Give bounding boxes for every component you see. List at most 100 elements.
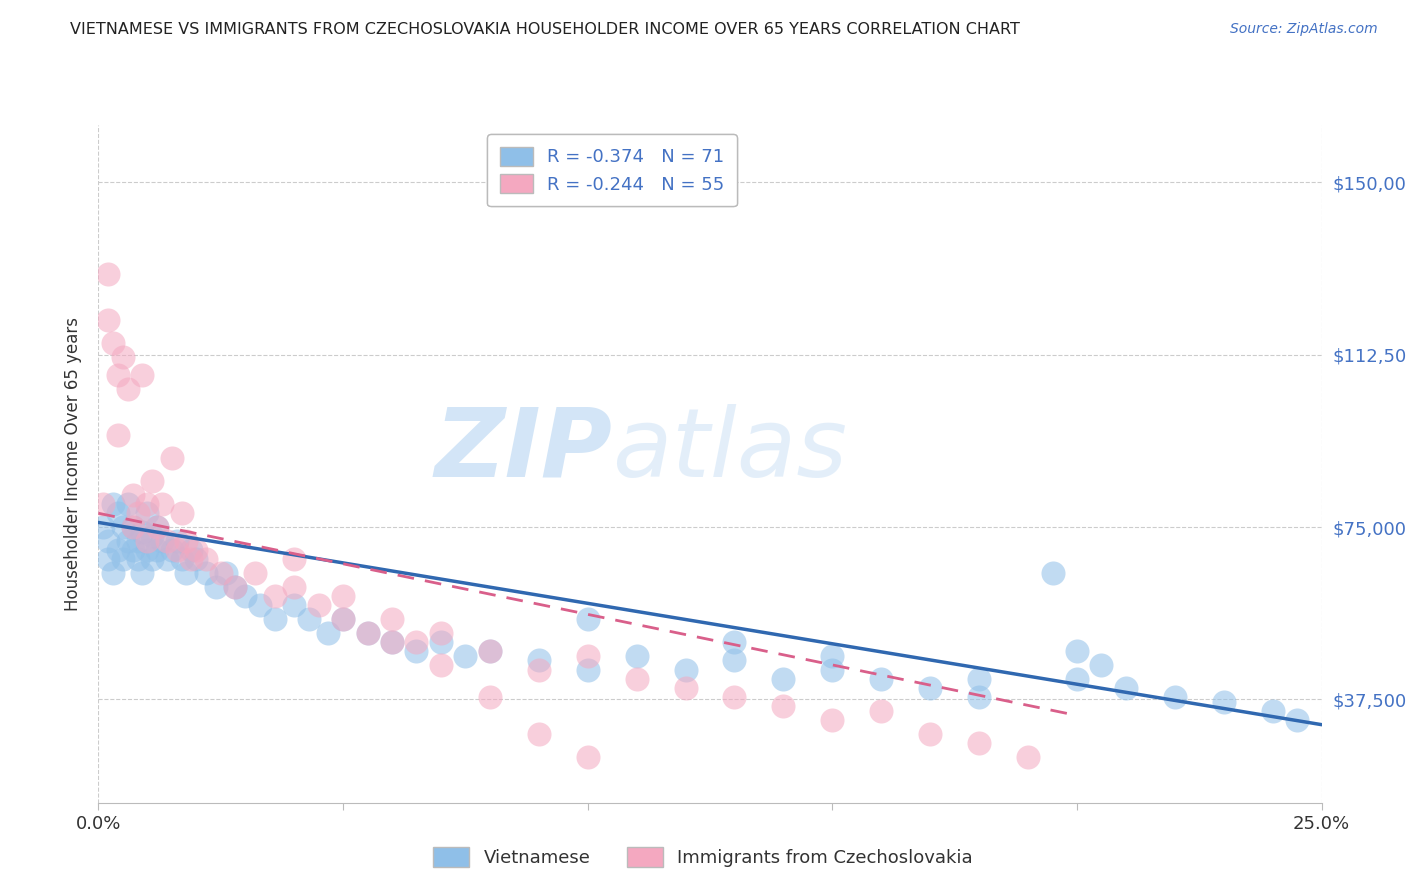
- Point: [626, 672, 648, 686]
- Point: [283, 552, 305, 566]
- Point: [176, 533, 198, 548]
- Point: [186, 543, 208, 558]
- Point: [381, 612, 404, 626]
- Point: [186, 552, 208, 566]
- Point: [527, 727, 550, 741]
- Point: [101, 497, 124, 511]
- Point: [821, 663, 844, 677]
- Point: [146, 543, 169, 558]
- Point: [967, 736, 990, 750]
- Point: [170, 552, 193, 566]
- Point: [967, 690, 990, 704]
- Point: [170, 506, 193, 520]
- Point: [1066, 644, 1088, 658]
- Point: [576, 648, 599, 663]
- Point: [91, 520, 114, 534]
- Point: [332, 612, 354, 626]
- Point: [180, 552, 202, 566]
- Point: [675, 663, 697, 677]
- Point: [91, 497, 114, 511]
- Point: [205, 580, 228, 594]
- Point: [117, 533, 139, 548]
- Point: [107, 428, 129, 442]
- Point: [121, 520, 143, 534]
- Point: [127, 533, 149, 548]
- Point: [127, 506, 149, 520]
- Point: [97, 313, 120, 327]
- Y-axis label: Householder Income Over 65 years: Householder Income Over 65 years: [65, 317, 83, 611]
- Point: [870, 704, 893, 718]
- Point: [356, 625, 378, 640]
- Point: [150, 533, 173, 548]
- Point: [772, 672, 794, 686]
- Point: [107, 368, 129, 383]
- Point: [166, 543, 188, 558]
- Point: [121, 520, 143, 534]
- Point: [478, 690, 501, 704]
- Point: [1286, 713, 1309, 727]
- Point: [454, 648, 477, 663]
- Point: [166, 533, 188, 548]
- Point: [111, 350, 134, 364]
- Text: ZIP: ZIP: [434, 404, 612, 497]
- Point: [381, 635, 404, 649]
- Point: [263, 612, 285, 626]
- Point: [478, 644, 501, 658]
- Point: [121, 543, 143, 558]
- Point: [111, 552, 134, 566]
- Point: [224, 580, 246, 594]
- Point: [195, 566, 218, 580]
- Point: [723, 635, 745, 649]
- Point: [263, 589, 285, 603]
- Point: [723, 690, 745, 704]
- Point: [209, 566, 232, 580]
- Point: [1066, 672, 1088, 686]
- Point: [308, 598, 330, 612]
- Point: [332, 589, 354, 603]
- Text: Source: ZipAtlas.com: Source: ZipAtlas.com: [1230, 22, 1378, 37]
- Point: [920, 727, 942, 741]
- Point: [318, 625, 340, 640]
- Point: [136, 497, 159, 511]
- Point: [131, 524, 153, 539]
- Point: [1115, 681, 1137, 695]
- Point: [1164, 690, 1187, 704]
- Point: [405, 635, 427, 649]
- Point: [180, 543, 202, 558]
- Point: [214, 566, 236, 580]
- Point: [1212, 695, 1234, 709]
- Point: [821, 648, 844, 663]
- Point: [381, 635, 404, 649]
- Point: [430, 635, 453, 649]
- Point: [160, 451, 183, 466]
- Point: [117, 497, 139, 511]
- Point: [150, 497, 173, 511]
- Point: [141, 529, 163, 543]
- Point: [430, 657, 453, 672]
- Point: [527, 663, 550, 677]
- Point: [117, 382, 139, 396]
- Point: [160, 543, 183, 558]
- Point: [723, 653, 745, 667]
- Point: [107, 543, 129, 558]
- Point: [430, 625, 453, 640]
- Point: [97, 552, 120, 566]
- Point: [101, 566, 124, 580]
- Point: [141, 474, 163, 488]
- Point: [1017, 749, 1039, 764]
- Legend: Vietnamese, Immigrants from Czechoslovakia: Vietnamese, Immigrants from Czechoslovak…: [426, 839, 980, 874]
- Point: [967, 672, 990, 686]
- Point: [298, 612, 321, 626]
- Point: [821, 713, 844, 727]
- Point: [97, 267, 120, 281]
- Point: [332, 612, 354, 626]
- Point: [243, 566, 266, 580]
- Point: [156, 552, 179, 566]
- Point: [224, 580, 246, 594]
- Point: [283, 580, 305, 594]
- Point: [626, 648, 648, 663]
- Point: [156, 533, 179, 548]
- Point: [1090, 657, 1112, 672]
- Point: [920, 681, 942, 695]
- Point: [283, 598, 305, 612]
